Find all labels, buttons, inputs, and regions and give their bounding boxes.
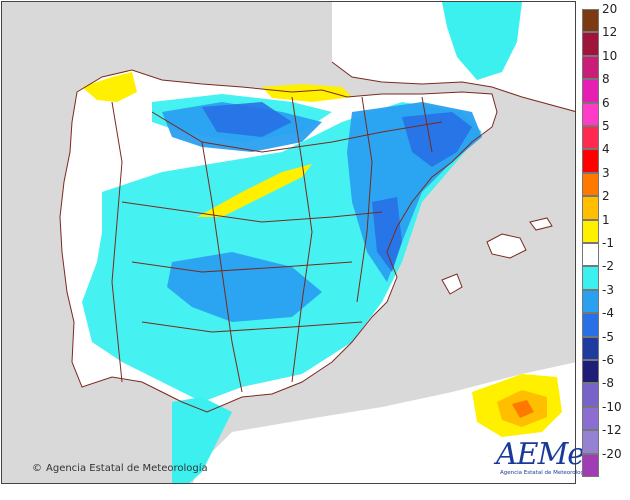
legend-label: 4 <box>602 142 610 157</box>
legend-swatch <box>582 55 599 80</box>
legend-label: -6 <box>602 353 614 367</box>
map-canvas <box>2 2 575 483</box>
anomaly-zone-darkblue <box>202 102 292 137</box>
legend-label: -5 <box>602 329 614 344</box>
logo-agency-text: Agencia Estatal de Meteorología <box>500 470 589 476</box>
anomaly-zone-cyan-south <box>172 397 232 483</box>
legend-label: 1 <box>602 212 610 227</box>
legend-label: 3 <box>602 165 610 180</box>
legend-label: -12 <box>602 423 622 438</box>
legend-label: -4 <box>602 306 614 321</box>
aemet-logo: AEMet Agencia Estatal de Meteorología <box>490 437 596 483</box>
legend-swatch <box>582 196 599 220</box>
legend-swatch <box>582 102 599 126</box>
legend-swatch <box>582 32 599 56</box>
legend-swatch <box>582 430 599 454</box>
legend-label: 5 <box>602 119 610 133</box>
copyright-text: © Agencia Estatal de Meteorología <box>32 463 208 474</box>
legend-swatch <box>582 219 599 243</box>
legend-swatch <box>582 289 599 314</box>
legend-label: 10 <box>602 48 618 63</box>
copyright-icon: © <box>32 463 42 474</box>
legend-swatch <box>582 9 599 33</box>
legend-swatch <box>582 79 599 103</box>
legend-label: 6 <box>602 95 610 110</box>
legend-label: 12 <box>602 25 618 40</box>
anomaly-zone-cyan-france <box>442 2 522 80</box>
legend-swatch <box>582 336 599 360</box>
legend-swatch <box>582 266 599 290</box>
legend-label: 8 <box>602 72 610 87</box>
anomaly-zone-yellow-center <box>197 164 312 217</box>
legend-label: -8 <box>602 376 614 391</box>
ibiza-island <box>441 273 463 295</box>
anomaly-map <box>1 1 576 484</box>
legend-label: -20 <box>602 446 622 461</box>
menorca-island <box>529 217 553 231</box>
administrative-borders <box>59 61 575 413</box>
anomaly-zone-blue-center <box>167 252 322 322</box>
logo-wordmark: AEMet <box>496 437 596 472</box>
legend-label: 20 <box>602 2 618 16</box>
legend-swatch <box>582 149 599 173</box>
legend-swatch <box>582 453 599 477</box>
legend-swatch <box>582 243 599 267</box>
legend-swatch <box>582 172 599 197</box>
legend-swatch <box>582 126 599 150</box>
legend-swatch <box>582 313 599 337</box>
legend-swatch <box>582 360 599 384</box>
copyright-label: Agencia Estatal de Meteorología <box>46 463 208 474</box>
legend-label: -1 <box>602 236 614 250</box>
legend-swatch <box>582 406 599 431</box>
anomaly-zone-yellow-galicia <box>82 72 137 102</box>
legend-label: -2 <box>602 259 614 274</box>
anomaly-zone-darkblue-valencia <box>372 197 402 272</box>
anomaly-zone-darkorange-africa <box>512 400 534 418</box>
legend-label: -3 <box>602 282 614 297</box>
mallorca-island <box>486 233 527 259</box>
legend-swatch <box>582 383 599 407</box>
legend-label: 2 <box>602 189 610 204</box>
legend-label: -10 <box>602 399 622 414</box>
anomaly-zone-yellow-cantabria <box>262 84 352 102</box>
color-legend: 20 12 10 8 6 5 4 3 2 1 -1 -2 -3 -4 -5 -6 -8 -10 -12 -20 <box>582 3 628 477</box>
